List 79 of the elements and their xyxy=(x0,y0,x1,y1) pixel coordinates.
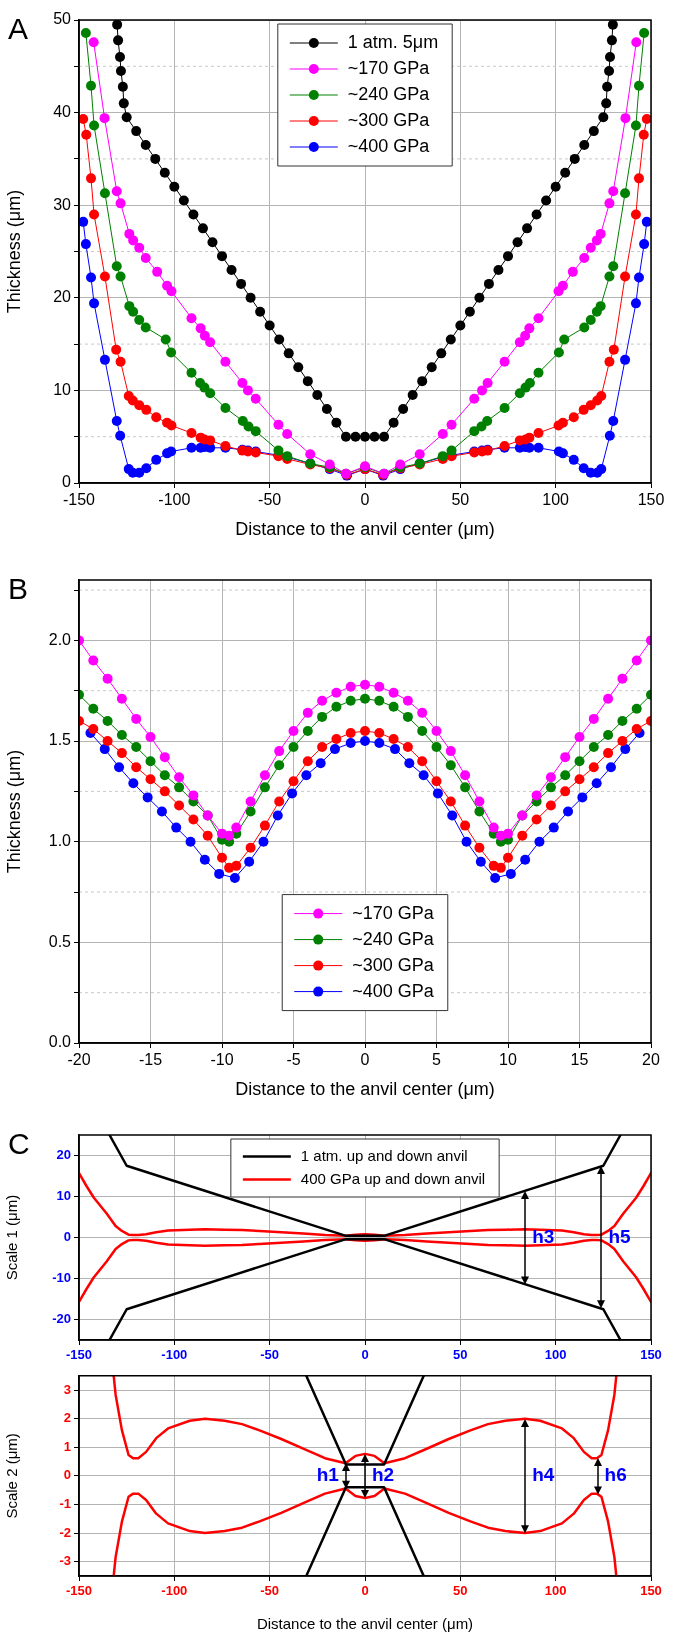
x-tick-label: 0 xyxy=(360,491,370,509)
chart-title: A xyxy=(8,12,29,46)
x-tick-label: 0 xyxy=(360,1051,370,1069)
x-tick-label: 5 xyxy=(432,1051,442,1069)
legend-label: ~400 GPa xyxy=(352,980,435,1001)
y-tick-label: 40 xyxy=(53,103,72,121)
legend-label: ~170 GPa xyxy=(347,57,431,78)
chart-title: B xyxy=(8,572,29,606)
legend-label: 400 GPa up and down anvil xyxy=(300,1169,486,1187)
y-tick-label: 10 xyxy=(56,1188,71,1204)
x-tick-label: 150 xyxy=(640,1347,662,1363)
y-tick-label: 50 xyxy=(53,10,72,28)
y-tick-label: 20 xyxy=(56,1147,71,1163)
y-tick-label: 0 xyxy=(63,1229,71,1245)
x-axis-title: Distance to the anvil center (μm) xyxy=(235,1079,495,1100)
annotation: h6 xyxy=(604,1464,627,1486)
legend-label: ~300 GPa xyxy=(352,954,435,975)
x-tick-label: -100 xyxy=(161,1583,188,1599)
x-tick-label: 50 xyxy=(451,491,470,509)
x-tick-label: 0 xyxy=(361,1347,369,1363)
x-tick-label: -50 xyxy=(260,1347,280,1363)
legend-label: ~300 GPa xyxy=(347,109,431,130)
y-axis-title: Scale 1 (μm) xyxy=(3,1194,21,1281)
x-tick-label: -100 xyxy=(158,491,191,509)
annotation: h2 xyxy=(372,1464,395,1486)
x-tick-label: -15 xyxy=(138,1051,163,1069)
annotation: h5 xyxy=(608,1225,632,1247)
y-tick-label: 10 xyxy=(53,380,72,398)
x-tick-label: 100 xyxy=(544,1583,567,1599)
x-tick-label: -150 xyxy=(65,1347,93,1363)
chart-title: C xyxy=(8,1127,30,1161)
x-tick-label: -100 xyxy=(161,1347,188,1363)
y-tick-label: -20 xyxy=(52,1311,71,1327)
y-tick-label: -2 xyxy=(59,1524,71,1540)
x-tick-label: -5 xyxy=(286,1051,301,1069)
x-tick-label: -150 xyxy=(62,491,96,509)
y-tick-label: 0 xyxy=(63,1467,71,1483)
y-tick-label: 0.5 xyxy=(48,932,72,950)
y-tick-label: 1.5 xyxy=(48,731,72,749)
y-tick-label: 2.0 xyxy=(48,630,72,648)
y-tick-label: 1 xyxy=(63,1438,71,1454)
x-tick-label: -50 xyxy=(258,491,282,509)
x-tick-label: 50 xyxy=(453,1583,468,1599)
y-tick-label: 20 xyxy=(53,288,72,306)
annotation: h1 xyxy=(316,1464,340,1486)
y-tick-label: 1.0 xyxy=(48,832,72,850)
y-tick-label: -1 xyxy=(59,1496,71,1512)
y-axis-title: Thickness (μm) xyxy=(3,749,24,874)
x-tick-label: -150 xyxy=(65,1583,93,1599)
legend-label: ~170 GPa xyxy=(352,902,435,923)
y-tick-label: 3 xyxy=(63,1381,71,1397)
x-axis-title: Distance to the anvil center (μm) xyxy=(256,1615,474,1633)
y-tick-label: 0.0 xyxy=(48,1033,72,1051)
x-tick-label: -50 xyxy=(260,1583,280,1599)
x-tick-label: 150 xyxy=(640,1583,662,1599)
x-tick-label: 150 xyxy=(637,491,665,509)
x-tick-label: 10 xyxy=(499,1051,517,1069)
x-tick-label: 0 xyxy=(361,1583,369,1599)
y-tick-label: 2 xyxy=(63,1410,71,1426)
y-axis-title: Thickness (μm) xyxy=(3,189,24,314)
y-axis-title: Scale 2 (μm) xyxy=(3,1433,21,1519)
y-tick-label: 0 xyxy=(62,473,72,491)
x-tick-label: 50 xyxy=(453,1347,468,1363)
x-tick-label: -10 xyxy=(210,1051,234,1069)
annotation: h3 xyxy=(532,1225,555,1247)
legend-label: ~240 GPa xyxy=(347,83,431,104)
annotation: h4 xyxy=(532,1464,555,1486)
x-axis-title: Distance to the anvil center (μm) xyxy=(235,519,495,540)
x-tick-label: 100 xyxy=(542,491,570,509)
y-tick-label: -10 xyxy=(52,1270,71,1286)
x-tick-label: 15 xyxy=(570,1051,589,1069)
x-tick-label: 100 xyxy=(544,1347,567,1363)
legend-label: 1 atm. up and down anvil xyxy=(300,1146,468,1164)
x-tick-label: 20 xyxy=(642,1051,660,1069)
legend-label: ~400 GPa xyxy=(347,135,431,156)
legend-label: 1 atm. 5μm xyxy=(347,31,439,52)
legend-label: ~240 GPa xyxy=(352,928,435,949)
y-tick-label: -3 xyxy=(59,1553,71,1569)
y-tick-label: 30 xyxy=(53,195,72,213)
